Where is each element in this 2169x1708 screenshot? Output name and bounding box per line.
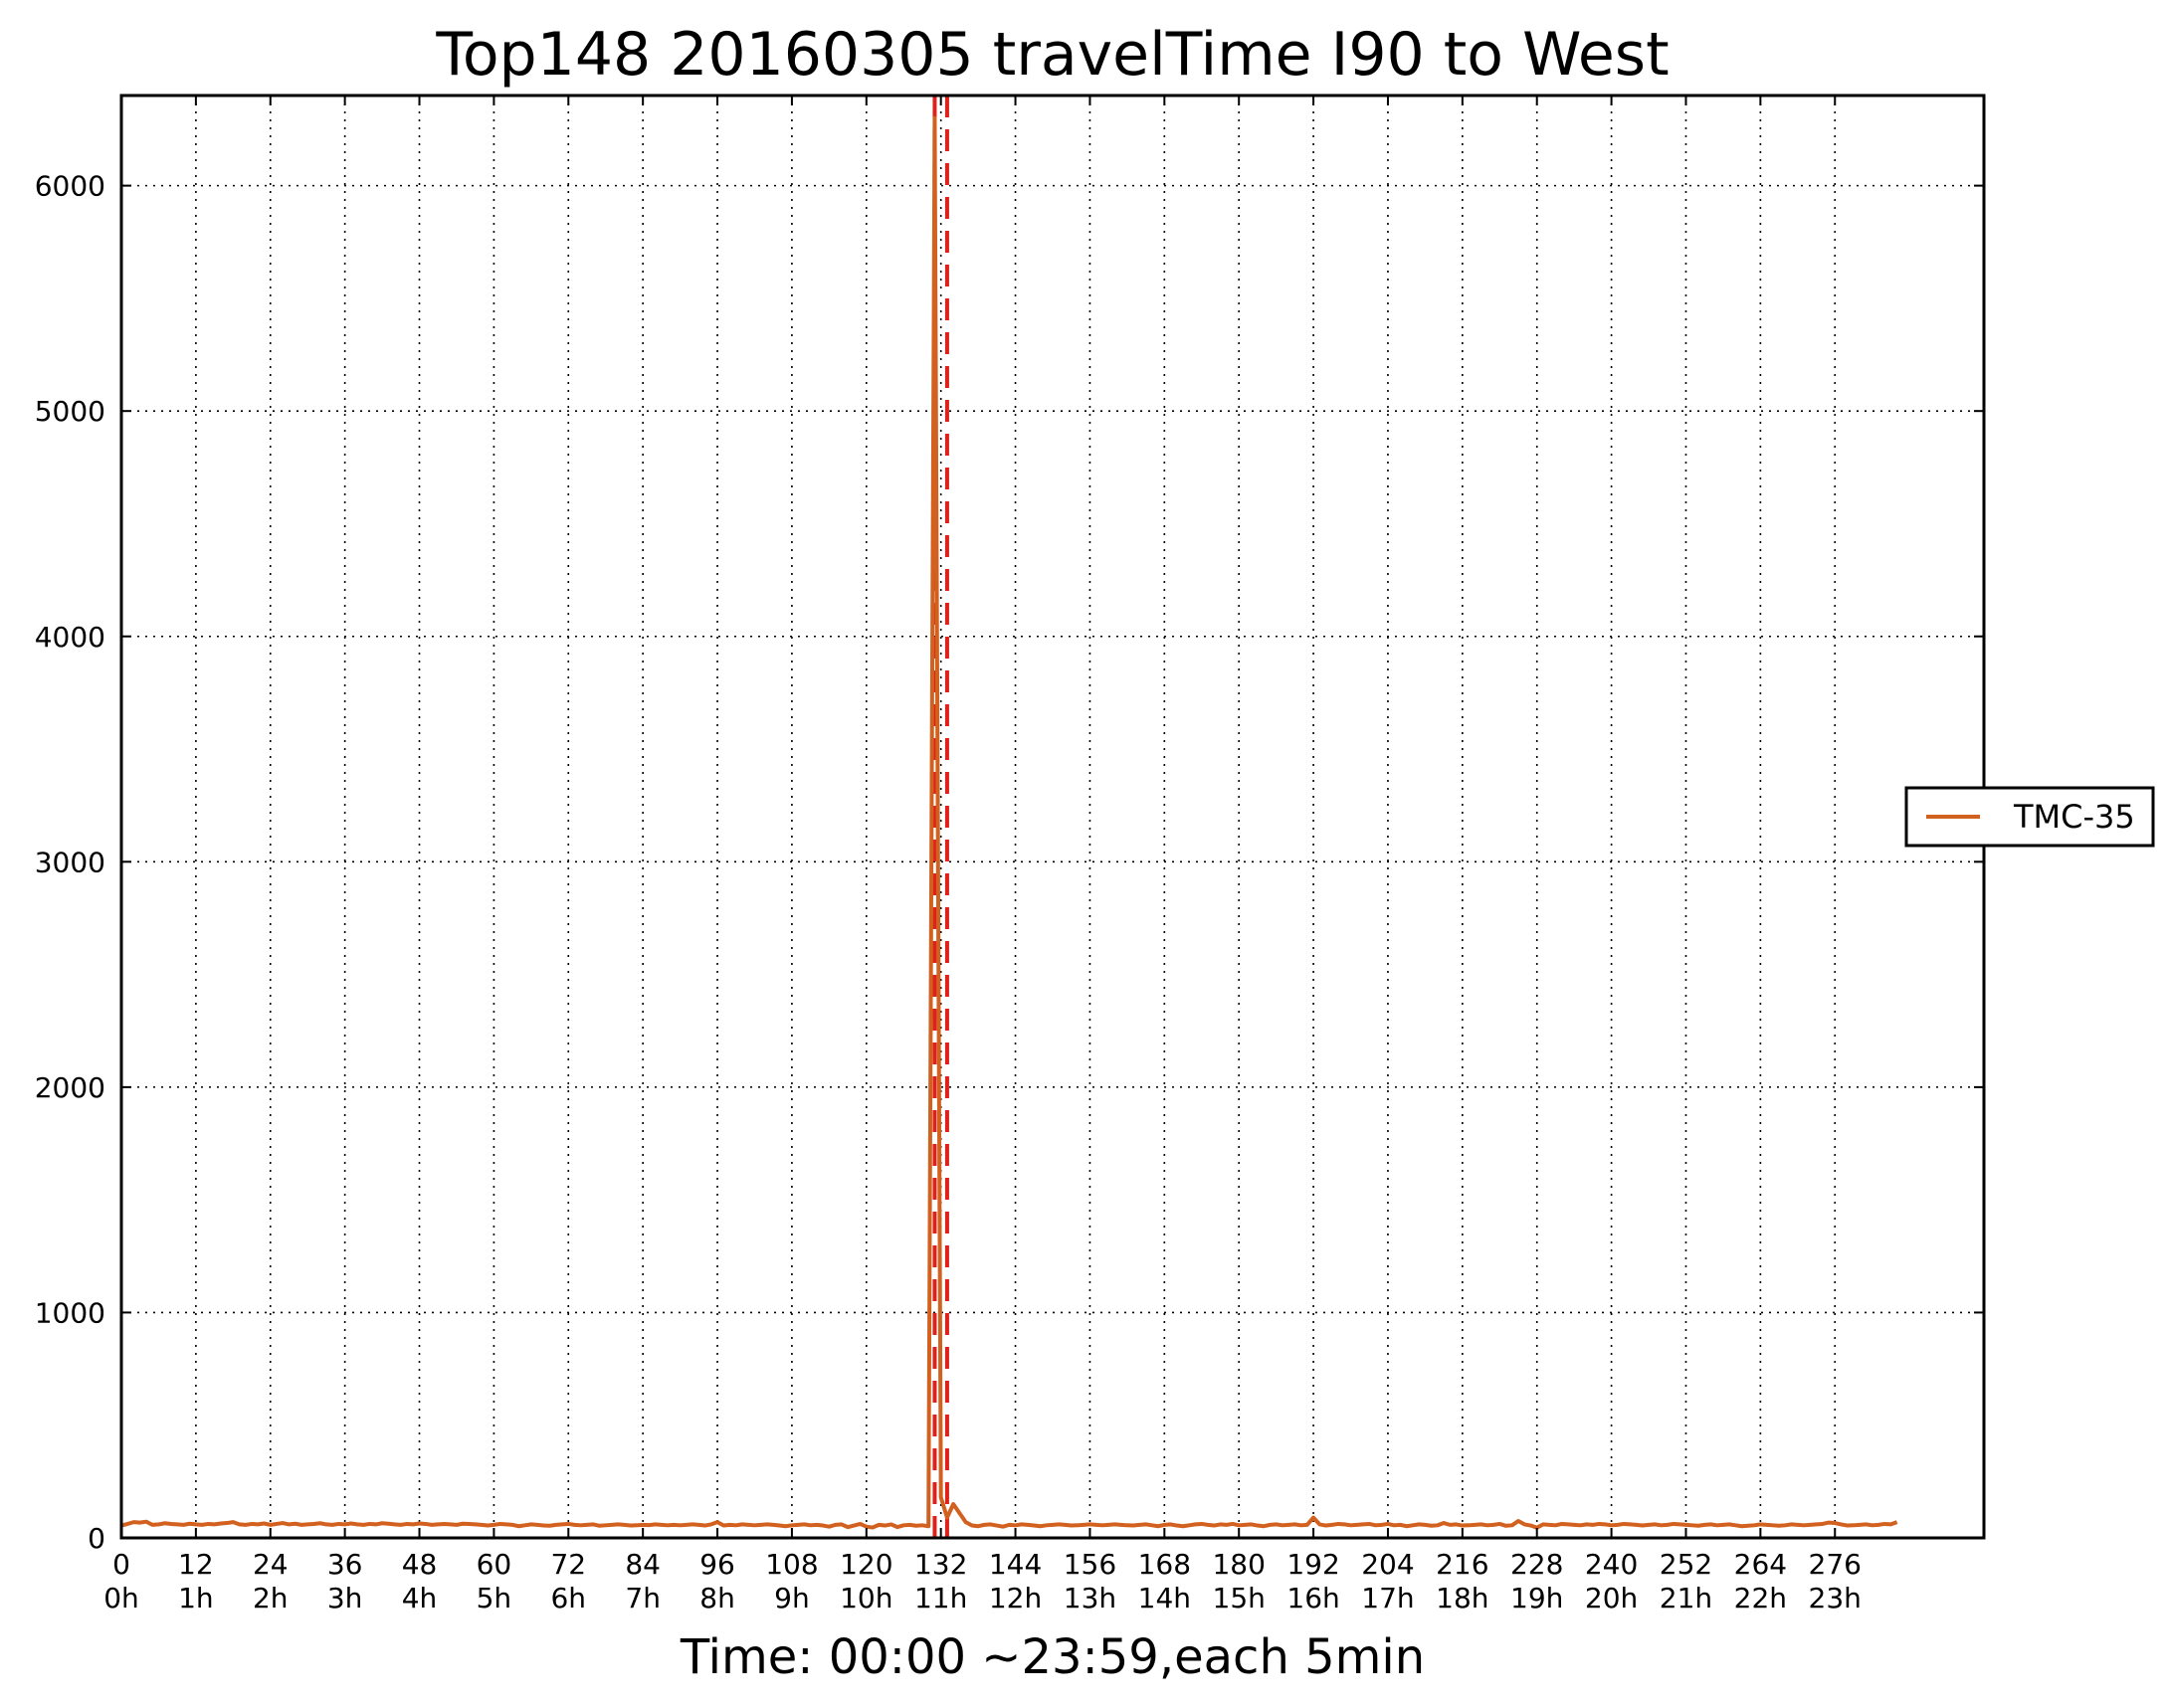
x-tick-label: 156: [1064, 1548, 1116, 1581]
x-tick-label: 48: [402, 1548, 438, 1581]
x-tick-label: 24: [253, 1548, 289, 1581]
y-tick-label: 1000: [35, 1296, 105, 1329]
x-tick-label: 240: [1585, 1548, 1638, 1581]
x-tick-sublabel: 10h: [840, 1582, 892, 1614]
x-tick-sublabel: 9h: [774, 1582, 810, 1614]
x-tick-label: 108: [765, 1548, 818, 1581]
x-tick-sublabel: 2h: [253, 1582, 289, 1614]
axis-ticks: 00h121h242h363h484h605h726h847h968h1089h…: [35, 95, 1984, 1614]
x-tick-sublabel: 11h: [914, 1582, 967, 1614]
x-tick-sublabel: 22h: [1734, 1582, 1787, 1614]
x-tick-label: 36: [327, 1548, 363, 1581]
x-tick-label: 228: [1510, 1548, 1563, 1581]
x-tick-label: 216: [1436, 1548, 1488, 1581]
y-tick-label: 6000: [35, 170, 105, 203]
x-axis-label: Time: 00:00 ~23:59,each 5min: [680, 1629, 1425, 1685]
x-tick-sublabel: 1h: [178, 1582, 214, 1614]
x-tick-sublabel: 7h: [625, 1582, 661, 1614]
grid: [121, 95, 1984, 1538]
y-tick-label: 4000: [35, 621, 105, 654]
x-tick-label: 192: [1286, 1548, 1339, 1581]
x-tick-label: 144: [989, 1548, 1042, 1581]
x-tick-sublabel: 8h: [699, 1582, 735, 1614]
x-tick-sublabel: 17h: [1361, 1582, 1414, 1614]
series-line-tmc-35: [120, 115, 1898, 1530]
x-tick-label: 0: [112, 1548, 130, 1581]
x-tick-label: 84: [625, 1548, 661, 1581]
x-tick-sublabel: 6h: [550, 1582, 586, 1614]
x-tick-label: 180: [1212, 1548, 1265, 1581]
x-tick-sublabel: 12h: [989, 1582, 1042, 1614]
x-tick-sublabel: 19h: [1510, 1582, 1563, 1614]
x-tick-label: 168: [1138, 1548, 1191, 1581]
x-tick-label: 252: [1660, 1548, 1712, 1581]
x-tick-label: 60: [477, 1548, 512, 1581]
chart-title: Top148 20160305 travelTime I90 to West: [435, 20, 1669, 90]
x-tick-sublabel: 3h: [327, 1582, 363, 1614]
plot-frame: [119, 94, 1986, 1540]
y-tick-label: 0: [88, 1522, 105, 1555]
y-tick-label: 5000: [35, 395, 105, 428]
y-tick-label: 3000: [35, 846, 105, 878]
x-tick-sublabel: 20h: [1585, 1582, 1638, 1614]
x-tick-label: 132: [914, 1548, 967, 1581]
x-tick-sublabel: 16h: [1286, 1582, 1339, 1614]
x-tick-sublabel: 21h: [1660, 1582, 1712, 1614]
x-tick-label: 72: [550, 1548, 586, 1581]
x-tick-label: 204: [1361, 1548, 1414, 1581]
x-tick-label: 120: [840, 1548, 892, 1581]
series-layer: [120, 115, 1898, 1530]
x-tick-label: 12: [178, 1548, 214, 1581]
x-tick-label: 264: [1734, 1548, 1787, 1581]
x-tick-sublabel: 18h: [1436, 1582, 1488, 1614]
x-tick-sublabel: 13h: [1064, 1582, 1116, 1614]
legend: TMC-35: [1904, 786, 2155, 848]
x-tick-sublabel: 14h: [1138, 1582, 1191, 1614]
legend-entry-tmc-35: TMC-35: [2013, 798, 2135, 836]
y-tick-label: 2000: [35, 1071, 105, 1104]
x-tick-sublabel: 15h: [1213, 1582, 1266, 1614]
x-tick-label: 276: [1809, 1548, 1862, 1581]
x-tick-sublabel: 23h: [1809, 1582, 1862, 1614]
x-tick-sublabel: 0h: [103, 1582, 139, 1614]
x-tick-sublabel: 4h: [402, 1582, 438, 1614]
x-tick-sublabel: 5h: [477, 1582, 512, 1614]
x-tick-label: 96: [699, 1548, 735, 1581]
